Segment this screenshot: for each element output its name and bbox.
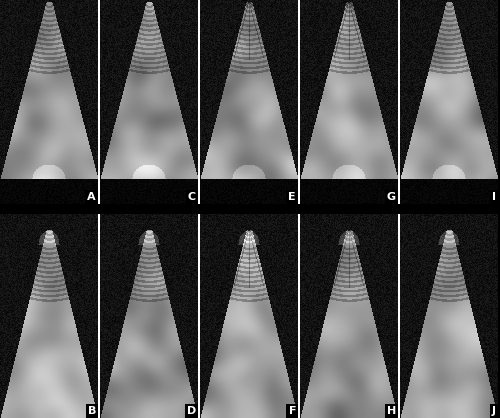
Text: I: I (492, 192, 496, 202)
Text: A: A (88, 192, 96, 202)
Text: B: B (88, 406, 96, 416)
Text: F: F (288, 406, 296, 416)
Text: J: J (492, 406, 496, 416)
Text: C: C (188, 192, 196, 202)
Text: H: H (387, 406, 396, 416)
Text: G: G (387, 192, 396, 202)
Text: E: E (288, 192, 296, 202)
Text: D: D (187, 406, 196, 416)
